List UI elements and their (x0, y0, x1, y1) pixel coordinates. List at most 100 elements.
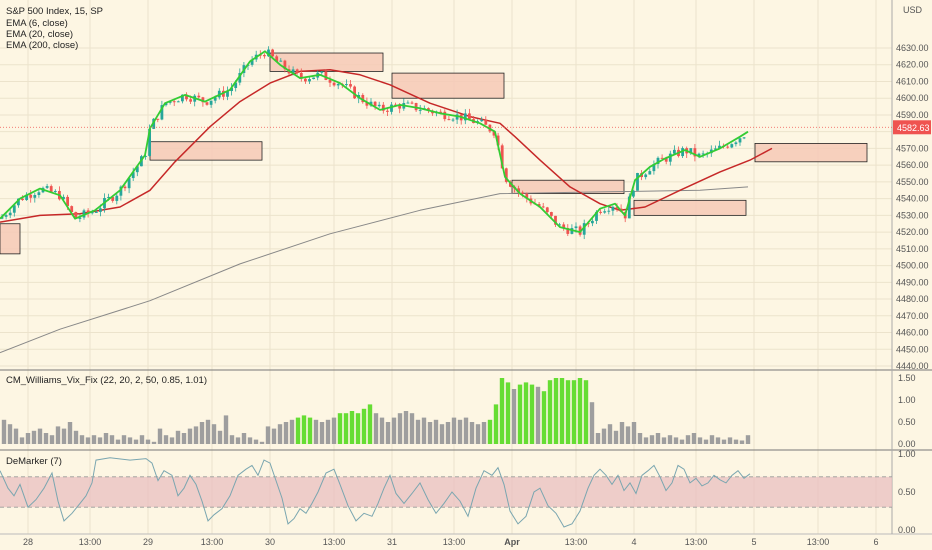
demarker-band (0, 476, 892, 508)
ema6-line (0, 50, 749, 234)
candle-body (484, 119, 488, 125)
candle-body (644, 174, 648, 178)
demarker-panel-title[interactable]: DeMarker (7) (6, 456, 62, 467)
ema200-path (0, 186, 749, 354)
vix-bar (715, 437, 721, 444)
legend-ema200[interactable]: EMA (200, close) (6, 40, 78, 51)
time-tick: 29 (143, 537, 153, 547)
vix-bar (325, 419, 331, 444)
candle-body (25, 194, 28, 201)
zone-box (511, 179, 625, 195)
candle-body (181, 94, 184, 102)
vix-bar (409, 413, 415, 444)
candle-body (726, 146, 730, 148)
vix-bar (517, 384, 523, 444)
candle-body (373, 101, 377, 107)
vix-bar (121, 435, 127, 444)
vix-bar (337, 413, 343, 444)
candle-body (135, 166, 139, 173)
demarker-line (0, 457, 751, 528)
candle-body (226, 91, 229, 97)
vix-bar (703, 439, 709, 444)
vix-bar (601, 428, 607, 444)
candle-body (361, 94, 365, 103)
vix-panel-title[interactable]: CM_Williams_Vix_Fix (22, 20, 2, 50, 0.85… (6, 375, 207, 386)
vix-bar (415, 419, 421, 444)
price-tick: 4570.00 (896, 143, 929, 153)
vix-bar (571, 380, 577, 444)
candle-body (541, 206, 545, 208)
candle-body (492, 131, 496, 136)
zone-box (754, 142, 868, 163)
vix-bar (301, 415, 307, 444)
candle-body (308, 79, 311, 82)
vix-bar (739, 440, 745, 444)
candle-body (480, 119, 484, 122)
vix-bar (685, 435, 691, 444)
vix-bar (397, 413, 403, 444)
vix-bar (235, 437, 241, 444)
candle-body (291, 69, 295, 74)
candle-body (66, 196, 69, 207)
zone-box (633, 199, 747, 216)
candle-body (463, 113, 467, 121)
candle-body (607, 210, 611, 212)
vix-bar (565, 380, 571, 444)
candle-body (299, 72, 303, 79)
candle-body (119, 186, 123, 196)
legend-ema20[interactable]: EMA (20, close) (6, 29, 73, 40)
price-tick: 4490.00 (896, 277, 929, 287)
vix-bar (469, 422, 475, 444)
candle-body (418, 109, 422, 111)
vix-bar (607, 424, 613, 444)
candle-body (304, 78, 307, 82)
candle-body (78, 217, 82, 219)
vix-bar (433, 419, 439, 444)
last-price-value: 4582.63 (897, 123, 930, 133)
candle-body (500, 145, 504, 169)
vix-bar (331, 417, 337, 444)
legend-ema6[interactable]: EMA (6, close) (6, 18, 68, 29)
candle-body (160, 105, 164, 120)
vix-bar (709, 435, 715, 444)
demarker-tick: 1.00 (898, 449, 916, 459)
vix-bar (145, 439, 151, 444)
vix-bar (361, 408, 367, 444)
vix-bar (25, 433, 31, 444)
vix-bar (247, 437, 253, 444)
candle-body (353, 86, 356, 99)
candle-body (632, 190, 635, 197)
candle-body (295, 69, 299, 73)
candle-body (86, 210, 90, 214)
vix-bar (721, 439, 727, 444)
vix-bar (193, 426, 199, 444)
candle-body (734, 142, 738, 145)
vix-bar (463, 417, 469, 444)
price-tick: 4600.00 (896, 93, 929, 103)
vix-bar (445, 422, 451, 444)
zone-box (149, 141, 263, 161)
vix-bar (181, 433, 187, 444)
candle-body (554, 215, 557, 225)
vix-bar (253, 439, 259, 444)
vix-bar (505, 382, 511, 444)
candle-body (185, 94, 188, 100)
candle-body (386, 110, 389, 112)
vix-bar (421, 417, 427, 444)
vix-bar (475, 424, 481, 444)
vix-bar (679, 439, 685, 444)
candle-body (209, 100, 213, 105)
candle-body (545, 207, 549, 213)
vix-bar (187, 428, 193, 444)
price-tick: 4630.00 (896, 43, 929, 53)
candle-body (312, 77, 315, 80)
vix-bar (529, 384, 535, 444)
ema20-path (0, 69, 773, 223)
vix-bar (481, 422, 487, 444)
symbol-title[interactable]: S&P 500 Index, 15, SP (6, 6, 103, 17)
candle-body (37, 192, 41, 196)
candle-body (250, 59, 254, 65)
vix-bar (391, 417, 397, 444)
vix-bar (553, 378, 559, 444)
